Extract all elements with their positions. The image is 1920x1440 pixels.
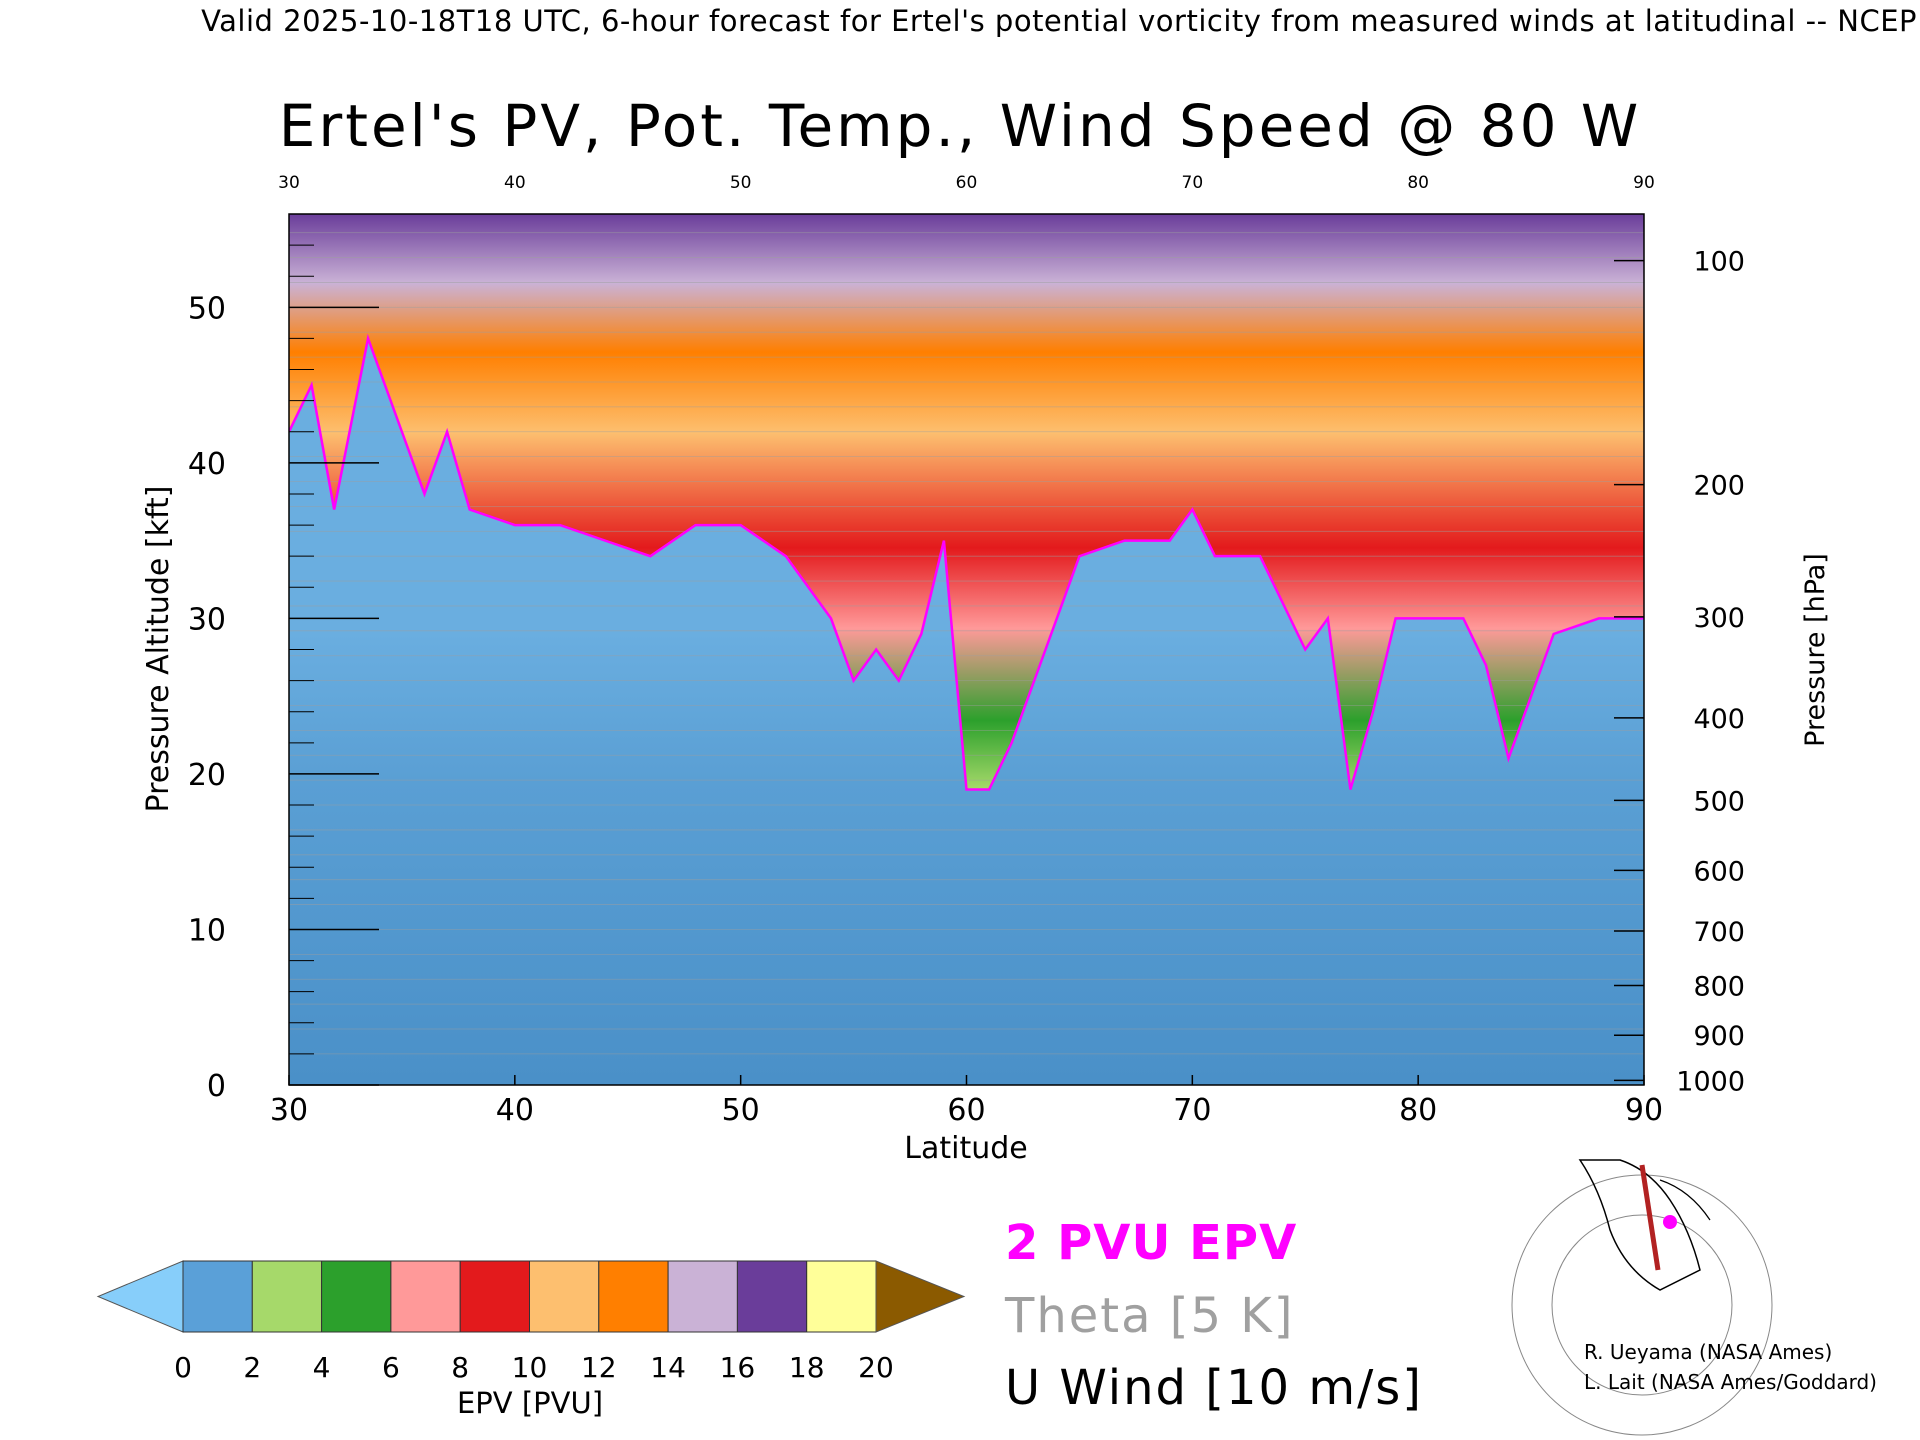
colorbar-tick-label: 18 [789, 1351, 825, 1384]
colorbar-segment [736, 1260, 808, 1333]
pressure-axis-label: Pressure [hPa] [1800, 553, 1831, 747]
colorbar-segment [321, 1260, 392, 1333]
pressure-tick-label: 100 [1693, 247, 1745, 278]
y-tick-label: 10 [188, 913, 226, 948]
colorbar-segment [251, 1260, 323, 1333]
legend-wind: U Wind [10 m/s] [1005, 1360, 1424, 1416]
pressure-tick-label: 600 [1693, 856, 1745, 887]
colorbar-segment [529, 1260, 600, 1333]
header-text: Valid 2025-10-18T18 UTC, 6-hour forecast… [201, 4, 1917, 38]
x-tick-label-top: 60 [956, 173, 978, 193]
y-tick-label: 40 [188, 447, 226, 482]
y-tick-label: 0 [207, 1069, 226, 1104]
x-tick-label: 40 [496, 1093, 534, 1128]
credit-line-2: L. Lait (NASA Ames/Goddard) [1584, 1370, 1877, 1394]
x-tick-label: 90 [1625, 1093, 1663, 1128]
pressure-tick-label: 200 [1693, 471, 1745, 502]
pressure-axis: 100 200 300 400 500 600 700 800 900 1000 [1614, 247, 1745, 1097]
x-tick-label: 60 [947, 1093, 985, 1128]
cross-section-line [1639, 1164, 1661, 1271]
pressure-tick-label: 300 [1693, 603, 1745, 634]
legend-theta: Theta [5 K] [1005, 1288, 1295, 1344]
epv-heatmap [289, 214, 1644, 1085]
colorbar-tick-label: 6 [382, 1351, 400, 1384]
colorbar-under-arrow [96, 1260, 184, 1333]
x-tick-label: 30 [270, 1093, 308, 1128]
colorbar-tick-label: 0 [174, 1351, 192, 1384]
location-marker [1663, 1215, 1677, 1229]
pv-2-contour [289, 333, 1644, 791]
stratosphere-fill [289, 214, 1644, 790]
y-axis: 0 10 20 30 40 50 [188, 244, 379, 1104]
x-tick-label-top: 70 [1182, 173, 1204, 193]
colorbar-segment [598, 1260, 669, 1333]
x-axis-label: Latitude [904, 1131, 1027, 1166]
colorbar-label: EPV [PVU] [457, 1386, 603, 1420]
pressure-tick-label: 800 [1693, 971, 1745, 1002]
colorbar-tick-label: 16 [720, 1351, 756, 1384]
y-axis-label: Pressure Altitude [kft] [141, 486, 176, 813]
colorbar-tick-label: 10 [512, 1351, 548, 1384]
pressure-tick-label: 500 [1693, 786, 1745, 817]
locator-map [1511, 1153, 1773, 1436]
colorbar-tick-label: 20 [858, 1351, 894, 1384]
colorbar-tick-label: 14 [650, 1351, 686, 1384]
x-tick-label-top: 90 [1633, 173, 1655, 193]
colorbar-over-arrow [875, 1260, 966, 1333]
colorbar-segment [667, 1260, 738, 1333]
colorbar-segment [459, 1260, 531, 1333]
y-tick-label: 50 [188, 291, 226, 326]
chart-title: Ertel's PV, Pot. Temp., Wind Speed @ 80 … [278, 92, 1642, 160]
colorbar-tick-label: 12 [581, 1351, 617, 1384]
credit-line-1: R. Ueyama (NASA Ames) [1584, 1340, 1833, 1364]
colorbar-segment [806, 1260, 877, 1333]
y-tick-label: 30 [188, 602, 226, 637]
x-tick-label-top: 30 [278, 173, 300, 193]
colorbar-tick-label: 4 [313, 1351, 331, 1384]
theta-contours [289, 232, 1644, 1055]
x-tick-label-top: 50 [730, 173, 752, 193]
x-tick-label-top: 40 [504, 173, 526, 193]
colorbar-tick-label: 8 [451, 1351, 469, 1384]
x-tick-label: 50 [722, 1093, 760, 1128]
x-tick-label-top: 80 [1407, 173, 1429, 193]
legend-pv: 2 PVU EPV [1005, 1215, 1298, 1271]
pressure-tick-label: 900 [1693, 1021, 1745, 1052]
colorbar-segment [390, 1260, 461, 1333]
colorbar-tick-label: 2 [243, 1351, 261, 1384]
pressure-tick-label: 700 [1693, 917, 1745, 948]
x-axis: 30 30 40 40 50 50 60 60 70 70 80 80 90 90 [270, 173, 1663, 1128]
colorbar: 0 2 4 6 8 10 12 14 16 18 20 [96, 1260, 966, 1384]
y-tick-label: 20 [188, 758, 226, 793]
pressure-tick-label: 1000 [1676, 1066, 1745, 1097]
pressure-tick-label: 400 [1693, 704, 1745, 735]
colorbar-segment [182, 1260, 253, 1333]
x-tick-label: 80 [1399, 1093, 1437, 1128]
x-tick-label: 70 [1173, 1093, 1211, 1128]
